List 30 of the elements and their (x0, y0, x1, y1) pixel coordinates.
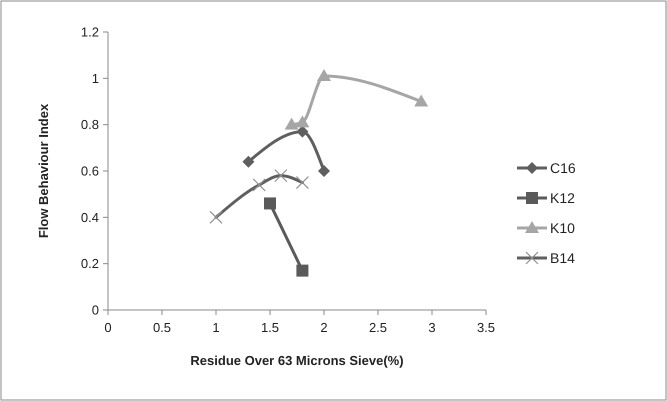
x-tick-label: 0.5 (152, 320, 172, 335)
legend-label: B14 (550, 250, 576, 266)
y-tick-label: 1.2 (80, 24, 99, 40)
y-tick-label: 0.4 (80, 210, 99, 225)
point (296, 264, 308, 277)
point (242, 156, 254, 168)
legend-label: K10 (550, 220, 576, 236)
x-tick-label: 2.5 (368, 320, 388, 335)
point (414, 94, 428, 106)
legend-label: C16 (550, 160, 576, 176)
x-tick-label: 0 (104, 320, 112, 335)
y-tick-label: 1 (92, 70, 99, 86)
x-tick-label: 3.5 (476, 320, 496, 335)
legend-label: K12 (550, 190, 576, 206)
point (264, 197, 276, 210)
x-tick-label: 1.5 (260, 320, 280, 335)
y-tick-label: 0.2 (80, 256, 99, 272)
point (295, 115, 310, 128)
x-tick-label: 1 (212, 320, 220, 335)
y-tick-label: 0.8 (80, 117, 99, 132)
y-tick-label: 0.6 (80, 164, 99, 179)
point (284, 118, 299, 130)
x-tick-label: 2 (320, 320, 328, 335)
x-axis-title: Residue Over 63 Microns Sieve(%) (190, 353, 404, 368)
point (318, 165, 330, 177)
y-axis-title: Flow Behaviour Index (36, 103, 51, 238)
y-tick-label: 0 (92, 302, 99, 318)
x-tick-label: 3 (428, 320, 436, 335)
point (317, 69, 331, 82)
point (296, 126, 308, 138)
